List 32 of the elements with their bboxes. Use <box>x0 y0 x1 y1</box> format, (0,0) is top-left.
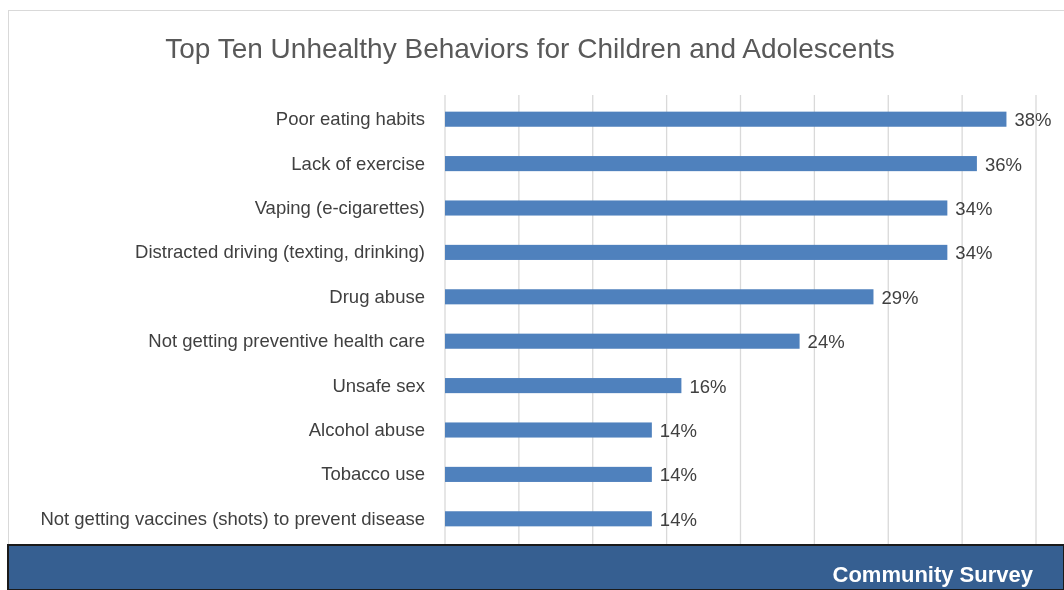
bar <box>445 289 874 305</box>
bar <box>445 156 977 172</box>
bar <box>445 422 652 438</box>
y-tick-label: Drug abuse <box>329 285 425 307</box>
data-label: 14% <box>659 464 697 486</box>
bar <box>445 378 682 394</box>
y-tick-label: Poor eating habits <box>275 108 425 130</box>
data-label: 24% <box>807 331 845 353</box>
data-label: 34% <box>955 242 993 264</box>
bar <box>445 333 800 349</box>
data-label: 14% <box>659 508 697 530</box>
bar <box>445 244 948 260</box>
y-tick-label: Lack of exercise <box>291 152 425 174</box>
data-label: 14% <box>659 420 697 441</box>
chart-title: Top Ten Unhealthy Behaviors for Children and Adolescents <box>165 33 895 64</box>
bar <box>445 466 652 482</box>
y-tick-label: Unsafe sex <box>332 374 426 396</box>
data-label: 16% <box>689 375 727 397</box>
y-tick-label: Not getting preventive health care <box>148 330 425 352</box>
bar <box>445 511 652 527</box>
y-tick-label: Tobacco use <box>321 463 425 485</box>
data-label: 38% <box>1014 109 1052 131</box>
y-tick-label: Vaping (e-cigarettes) <box>254 196 425 218</box>
y-tick-label: Alcohol abuse <box>308 418 425 440</box>
bar <box>445 200 948 216</box>
bar <box>445 111 1007 127</box>
y-tick-label: Not getting vaccines (shots) to prevent disease <box>40 507 425 529</box>
data-label: 34% <box>955 198 993 219</box>
data-label: 36% <box>984 153 1022 175</box>
text: Community Survey <box>832 562 1034 587</box>
y-tick-label: Distracted driving (texting, drinking) <box>135 241 425 263</box>
data-label: 29% <box>881 286 919 308</box>
